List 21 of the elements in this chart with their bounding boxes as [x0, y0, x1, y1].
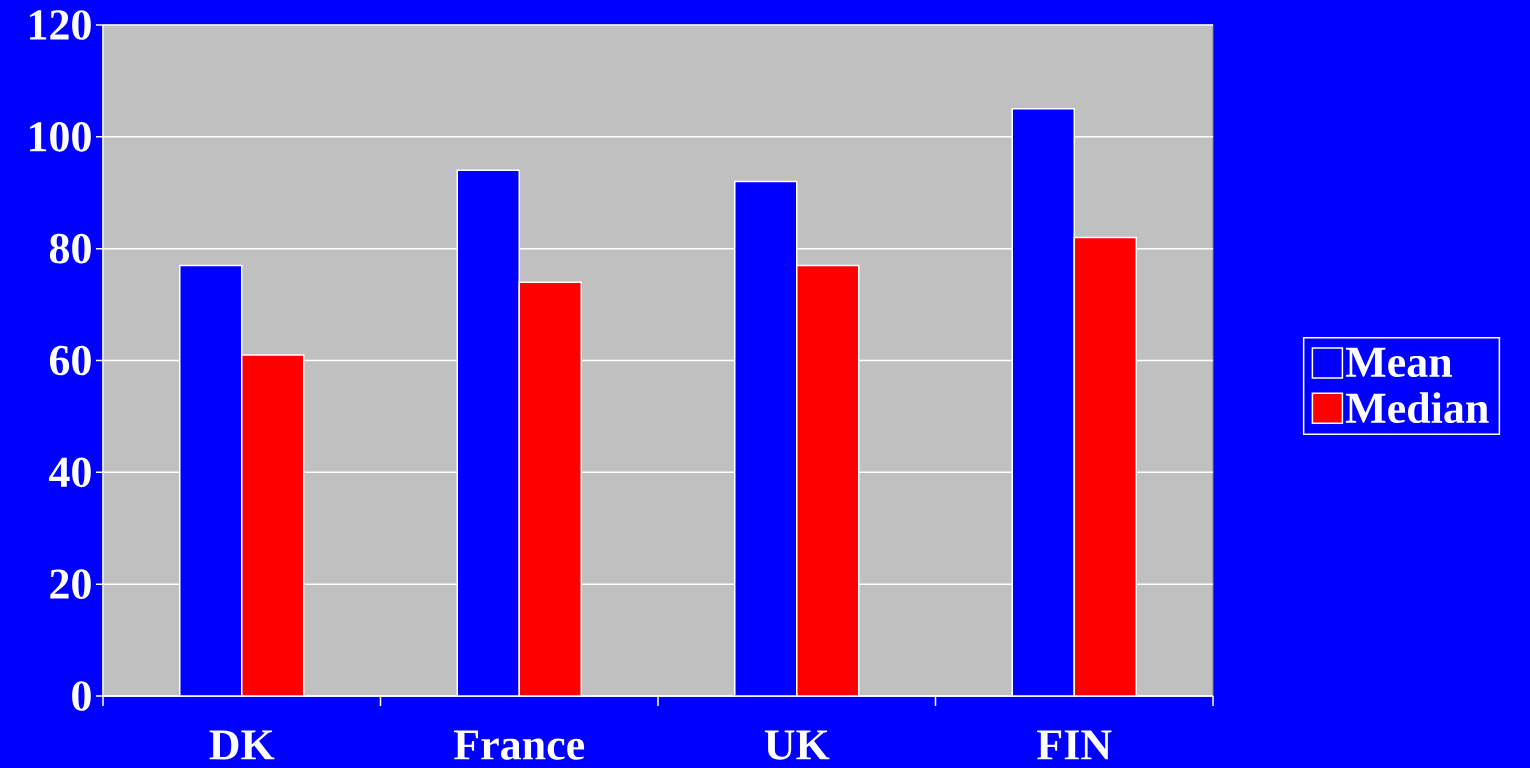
- x-tick-label: France: [454, 730, 585, 760]
- y-tick-label: 0: [72, 681, 91, 711]
- bar: [1073, 236, 1137, 696]
- y-tick-label: 120: [30, 10, 91, 40]
- bar: [1011, 108, 1075, 696]
- y-tick-label: 60: [49, 345, 91, 376]
- y-tick-label: 40: [49, 457, 91, 488]
- bar: [456, 169, 520, 696]
- y-tick-label: 100: [30, 121, 91, 152]
- y-tick-label: 20: [50, 569, 91, 600]
- legend-label: Mean: [1345, 347, 1453, 378]
- bar: [796, 264, 860, 696]
- x-tick-label: DK: [209, 730, 275, 760]
- bar: [179, 264, 243, 696]
- x-tick-label: FIN: [1037, 730, 1112, 760]
- bar: [241, 354, 305, 696]
- y-tick-label: 80: [49, 233, 91, 264]
- bar: [518, 281, 582, 696]
- bar: [734, 180, 798, 696]
- legend-label: Median: [1345, 392, 1489, 424]
- x-tick-label: UK: [764, 730, 830, 760]
